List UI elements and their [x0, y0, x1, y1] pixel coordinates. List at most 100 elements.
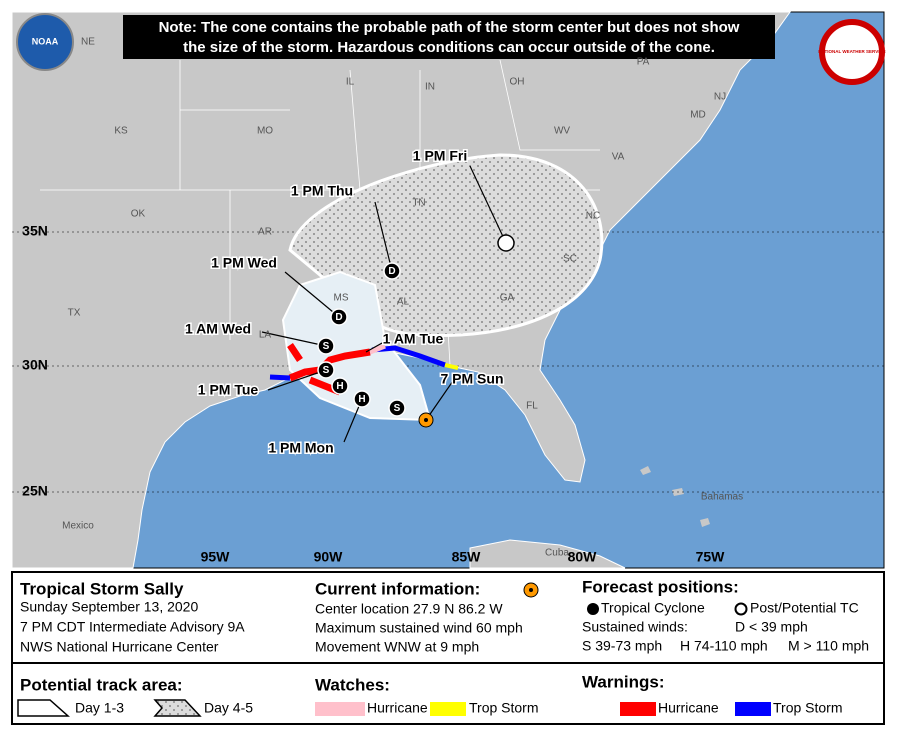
- state-label: NJ: [714, 92, 726, 103]
- state-label: SC: [563, 254, 577, 265]
- hurricane-watch: [369, 343, 386, 355]
- latitude-label: 30N: [22, 357, 48, 373]
- storm-name: Tropical Storm Sally: [20, 579, 184, 598]
- forecast-tropical: Tropical Cyclone: [601, 600, 705, 616]
- hurricane-watch-swatch: [315, 702, 365, 716]
- advisory-date: Sunday September 13, 2020: [20, 599, 198, 615]
- state-label: KS: [114, 126, 128, 137]
- state-label: NE: [81, 37, 95, 48]
- tropical-storm-watch: [444, 363, 459, 370]
- forecast-position: [383, 262, 401, 280]
- current-wind: Maximum sustained wind 60 mph: [315, 620, 523, 636]
- current-position-center: [424, 418, 428, 422]
- storm-watch-swatch: [430, 702, 466, 716]
- state-label: TX: [68, 308, 81, 319]
- current-location: Center location 27.9 N 86.2 W: [315, 601, 503, 617]
- nws-logo: [819, 19, 885, 85]
- storm-warning-swatch: [735, 702, 771, 716]
- place-label: Bahamas: [701, 492, 743, 503]
- warning-storm: Trop Storm: [773, 700, 843, 716]
- longitude-label: 85W: [452, 549, 482, 565]
- nws-text: NATIONAL WEATHER SERVICE: [818, 49, 885, 54]
- longitude-label: 95W: [201, 549, 231, 565]
- state-label: IN: [425, 82, 435, 93]
- state-label: MO: [257, 126, 273, 137]
- time-label: 1 PM Thu: [291, 183, 353, 199]
- leader-lines: [261, 165, 507, 443]
- state-label: OK: [131, 209, 146, 220]
- place-label: Mexico: [62, 521, 94, 532]
- position-letter: H: [336, 381, 343, 392]
- time-label: 1 AM Wed: [185, 321, 251, 337]
- time-label: 7 PM Sun: [440, 371, 503, 387]
- latitude-label: 25N: [22, 483, 48, 499]
- forecast-position: [317, 361, 335, 379]
- longitude-label: 80W: [568, 549, 598, 565]
- advisory-number: 7 PM CDT Intermediate Advisory 9A: [20, 619, 245, 635]
- state-label: PA: [637, 57, 650, 68]
- state-label: GA: [500, 293, 515, 304]
- time-label: 1 PM Tue: [198, 382, 259, 398]
- current-movement: Movement WNW at 9 mph: [315, 639, 479, 655]
- position-letter: S: [394, 403, 401, 414]
- track-day45: Day 4-5: [204, 700, 253, 716]
- position-letter: S: [323, 341, 330, 352]
- day13-icon: [17, 699, 70, 717]
- noaa-logo: [16, 13, 74, 71]
- forecast-position: [331, 377, 349, 395]
- time-label: 1 AM Tue: [383, 331, 444, 347]
- forecast-m: M > 110 mph: [788, 638, 869, 654]
- post-icon: [734, 602, 748, 616]
- warning-hurricane: Hurricane: [658, 700, 719, 716]
- advisory-source: NWS National Hurricane Center: [20, 639, 219, 655]
- forecast-position: [330, 308, 348, 326]
- state-label: FL: [526, 401, 538, 412]
- time-label: 1 PM Fri: [413, 148, 467, 164]
- state-label: OH: [510, 77, 525, 88]
- forecast-s: S 39-73 mph: [582, 638, 662, 654]
- forecast-position: [388, 399, 406, 417]
- longitude-label: 75W: [696, 549, 726, 565]
- state-label: VA: [612, 152, 625, 163]
- current-title: Current information:: [315, 579, 480, 598]
- watch-storm: Trop Storm: [469, 700, 539, 716]
- day45-icon: [153, 699, 202, 717]
- place-label: Cuba: [545, 548, 569, 559]
- position-letter: D: [335, 312, 342, 323]
- track-day13: Day 1-3: [75, 700, 124, 716]
- time-label: 1 PM Mon: [268, 440, 333, 456]
- state-label: TN: [412, 198, 425, 209]
- forecast-position: [317, 337, 335, 355]
- position-letter: S: [323, 365, 330, 376]
- tropical-icon: [587, 603, 599, 615]
- state-label: MS: [334, 293, 349, 304]
- forecast-h: H 74-110 mph: [680, 638, 768, 654]
- warnings-title: Warnings:: [582, 672, 664, 691]
- state-label: LA: [259, 330, 272, 341]
- note-box: [123, 15, 775, 59]
- bahamas: [640, 466, 710, 527]
- forecast-title: Forecast positions:: [582, 577, 739, 596]
- time-label: 1 PM Wed: [211, 255, 277, 271]
- watch-hurricane: Hurricane: [367, 700, 428, 716]
- position-letter: D: [388, 266, 395, 277]
- forecast-post: Post/Potential TC: [750, 600, 859, 616]
- state-label: NC: [586, 211, 600, 222]
- latitude-label: 35N: [22, 223, 48, 239]
- watches-title: Watches:: [315, 675, 390, 694]
- track-title: Potential track area:: [20, 675, 183, 694]
- note-line: Note: The cone contains the probable pat…: [159, 19, 740, 36]
- forecast-d: D < 39 mph: [735, 619, 808, 635]
- longitude-label: 90W: [314, 549, 344, 565]
- current-icon-center: [529, 588, 533, 592]
- cuba: [469, 539, 626, 569]
- note-line: the size of the storm. Hazardous conditi…: [183, 39, 715, 56]
- forecast-position: [497, 234, 515, 252]
- hurricane-warning-swatch: [620, 702, 656, 716]
- forecast-position: [353, 390, 371, 408]
- state-label: WV: [554, 126, 570, 137]
- position-letter: D: [502, 238, 509, 249]
- state-label: IL: [346, 77, 355, 88]
